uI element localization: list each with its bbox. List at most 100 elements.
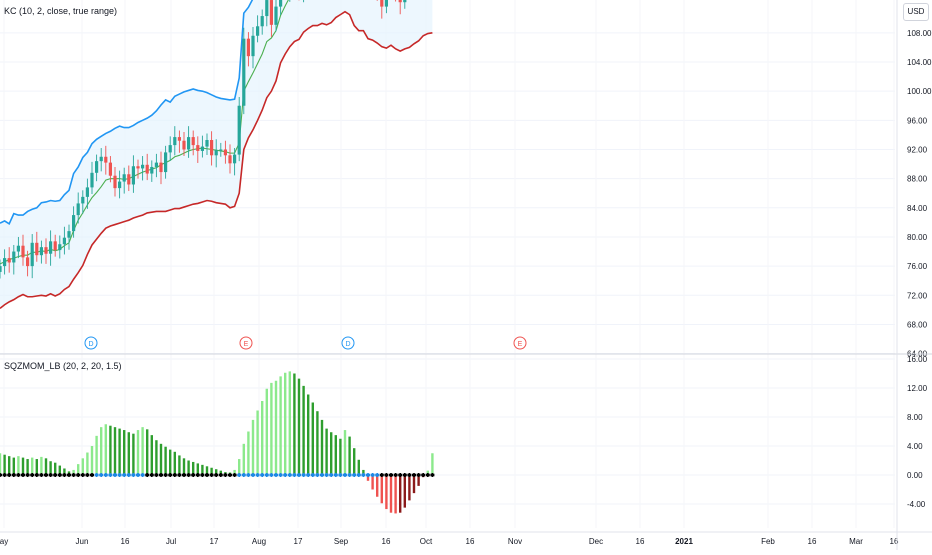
kc-indicator-label[interactable]: KC (10, 2, close, true range) — [4, 6, 118, 16]
candle-body — [3, 258, 7, 267]
momentum-tick-label: 12.00 — [907, 384, 928, 393]
candle-body — [122, 174, 126, 182]
time-tick-label: Sep — [334, 537, 349, 546]
candle-body — [384, 0, 388, 7]
momentum-tick-label: 16.00 — [907, 355, 928, 364]
candle-body — [127, 174, 131, 185]
candle-body — [118, 181, 122, 189]
time-tick-label: Mar — [849, 537, 863, 546]
candle-body — [196, 145, 200, 151]
time-tick-label: Dec — [589, 537, 603, 546]
candle-body — [159, 162, 163, 173]
candle-body — [228, 155, 232, 164]
price-tick-label: 84.00 — [907, 204, 928, 213]
candle-body — [279, 0, 283, 7]
event-marker-circle — [239, 336, 253, 350]
candle-body — [150, 166, 154, 174]
candle-body — [242, 38, 246, 106]
event-marker-label: D — [88, 341, 93, 348]
candle-body — [251, 35, 255, 57]
candle-body — [76, 203, 80, 216]
candle-body — [380, 0, 384, 7]
sqzmom-indicator-label[interactable]: SQZMOM_LB (20, 2, 20, 1.5) — [4, 361, 122, 371]
time-tick-label: 16 — [808, 537, 817, 546]
candle-body — [12, 251, 16, 263]
candle-body — [39, 247, 43, 256]
time-tick-label: ay — [0, 537, 8, 546]
time-tick-label: Feb — [761, 537, 775, 546]
time-tick-label: Oct — [420, 537, 433, 546]
candle-body — [90, 172, 94, 188]
candle-body — [403, 0, 407, 3]
momentum-tick-label: 4.00 — [907, 442, 923, 451]
event-marker-label: D — [345, 341, 350, 348]
candle-body — [200, 146, 204, 151]
candle-body — [16, 245, 20, 252]
candle-body — [85, 187, 89, 197]
price-tick-label: 80.00 — [907, 233, 928, 242]
momentum-histogram-layer — [0, 371, 435, 514]
candle-body — [233, 154, 237, 164]
candle-body — [219, 149, 223, 151]
candle-body — [237, 105, 241, 155]
candle-body — [265, 0, 269, 17]
candle-body — [168, 145, 172, 153]
candle-body — [67, 231, 71, 238]
time-tick-label: 2021 — [675, 537, 693, 546]
candle-body — [7, 258, 11, 263]
candle-body — [104, 156, 108, 163]
time-tick-label: 16 — [636, 537, 645, 546]
candle-body — [141, 164, 145, 169]
candle-body — [182, 140, 186, 150]
candle-body — [187, 137, 191, 150]
candle-body — [164, 152, 168, 173]
candle-body — [145, 164, 149, 174]
event-marker-circle — [341, 336, 355, 350]
price-tick-label: 88.00 — [907, 175, 928, 184]
price-tick-label: 100.00 — [907, 87, 932, 96]
candle-body — [205, 140, 209, 147]
event-marker-e: E — [513, 336, 527, 350]
candle-body — [136, 166, 140, 169]
time-tick-label: 16 — [382, 537, 391, 546]
event-marker-d: D — [84, 336, 98, 350]
price-tick-label: 108.00 — [907, 29, 932, 38]
event-marker-label: E — [244, 341, 249, 348]
candle-body — [30, 242, 34, 267]
price-tick-label: 76.00 — [907, 262, 928, 271]
candle-body — [269, 0, 273, 25]
price-tick-label: 72.00 — [907, 291, 928, 300]
time-tick-label: 16 — [466, 537, 475, 546]
currency-button[interactable]: USD — [903, 3, 929, 21]
event-marker-d: D — [341, 336, 355, 350]
price-tick-label: 92.00 — [907, 145, 928, 154]
time-tick-label: 16 — [121, 537, 130, 546]
candle-body — [191, 137, 195, 146]
price-tick-label: 68.00 — [907, 320, 928, 329]
candle-body — [72, 215, 76, 232]
candle-body — [154, 162, 158, 167]
candle-body — [108, 162, 112, 176]
candle-body — [256, 26, 260, 36]
time-tick-label: 16 — [890, 537, 899, 546]
candle-body — [131, 166, 135, 185]
price-tick-label: 96.00 — [907, 116, 928, 125]
price-tick-label: 104.00 — [907, 58, 932, 67]
candle-body — [95, 161, 99, 173]
momentum-tick-label: 0.00 — [907, 471, 923, 480]
event-marker-e: E — [239, 336, 253, 350]
time-tick-label: Nov — [508, 537, 522, 546]
upper-band-line — [0, 0, 254, 226]
candle-body — [81, 196, 85, 204]
candle-body — [177, 137, 181, 141]
time-tick-label: Jun — [76, 537, 89, 546]
candle-body — [53, 241, 57, 251]
event-marker-circle — [513, 336, 527, 350]
event-marker-circle — [84, 336, 98, 350]
candle-body — [49, 241, 53, 254]
